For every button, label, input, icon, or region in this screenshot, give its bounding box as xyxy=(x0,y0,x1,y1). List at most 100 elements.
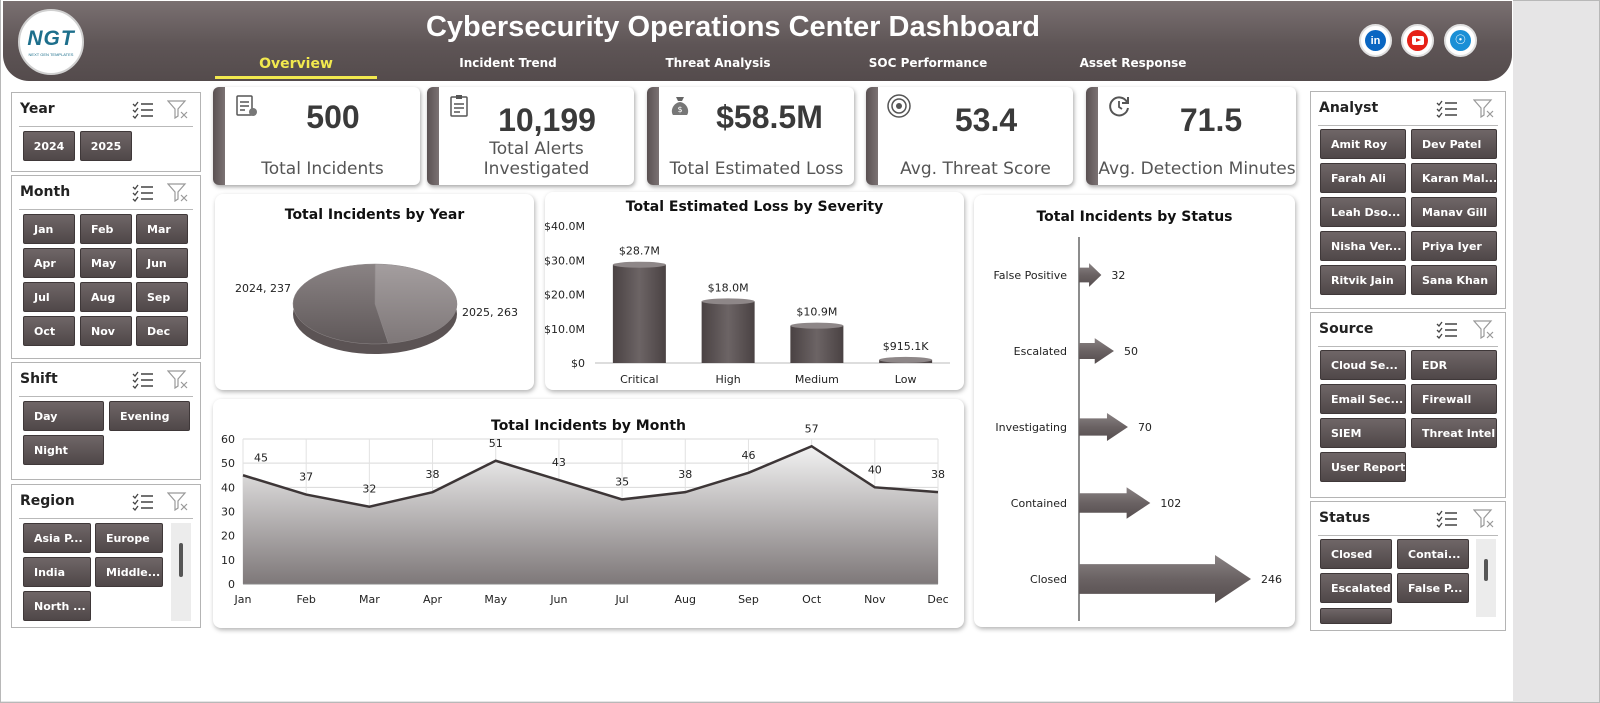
slicer-item-source[interactable]: Threat Intel xyxy=(1411,418,1497,448)
x-tick-label: Nov xyxy=(864,593,886,606)
clear-filter-icon[interactable] xyxy=(1473,319,1495,339)
tab-incident-trend[interactable]: Incident Trend xyxy=(459,56,557,70)
kpi-value: $58.5M xyxy=(716,99,823,135)
website-button[interactable]: ☉ xyxy=(1444,24,1477,57)
slicer-item-status[interactable]: False P... xyxy=(1397,573,1469,603)
youtube-button[interactable] xyxy=(1401,24,1434,57)
slicer-item-status[interactable]: Closed xyxy=(1320,539,1392,569)
point-data-label: 37 xyxy=(299,471,313,484)
scrollbar-thumb[interactable] xyxy=(179,543,183,577)
logo-subtext: NEXT GEN TEMPLATES xyxy=(28,52,74,57)
slicer-item-dec[interactable]: Dec xyxy=(136,316,188,346)
slicer-item-status-partial[interactable] xyxy=(1320,608,1392,624)
slicer-item-source[interactable]: Cloud Se... xyxy=(1320,350,1406,380)
pie-slice-2025 xyxy=(292,263,389,345)
status-scrollbar[interactable] xyxy=(1476,539,1496,617)
column-chart: $0 $10.0M $20.0M $30.0M $40.0M $28.7M Critical… xyxy=(545,220,950,386)
slicer-item-asia-pacific[interactable]: Asia P... xyxy=(23,523,91,553)
multi-select-icon[interactable] xyxy=(1436,321,1458,339)
slicer-item-analyst[interactable]: Sana Khan xyxy=(1411,265,1497,295)
x-tick-label: High xyxy=(715,373,740,386)
slicer-item-analyst[interactable]: Dev Patel xyxy=(1411,129,1497,159)
slicer-item-status[interactable]: Contai... xyxy=(1397,539,1469,569)
slicer-item-analyst[interactable]: Farah Ali xyxy=(1320,163,1406,193)
linkedin-button[interactable]: in xyxy=(1359,24,1392,57)
multi-select-icon[interactable] xyxy=(132,184,154,202)
slicer-item-evening[interactable]: Evening xyxy=(109,401,190,431)
x-tick-label: Jan xyxy=(234,593,252,606)
point-data-label: 46 xyxy=(741,449,755,462)
slicer-item-source[interactable]: EDR xyxy=(1411,350,1497,380)
multi-select-icon[interactable] xyxy=(132,101,154,119)
slicer-item-source[interactable]: User Report xyxy=(1320,452,1406,482)
report-icon xyxy=(236,95,257,116)
slicer-item-source[interactable]: SIEM xyxy=(1320,418,1406,448)
tab-soc-performance[interactable]: SOC Performance xyxy=(868,56,988,70)
slicer-title: Shift xyxy=(20,371,58,387)
clear-filter-icon[interactable] xyxy=(167,491,189,511)
slicer-item-india[interactable]: India xyxy=(23,557,91,587)
point-data-label: 32 xyxy=(362,483,376,496)
slicer-item-night[interactable]: Night xyxy=(23,435,104,465)
y-tick-label: 30 xyxy=(221,506,235,519)
slicer-item-aug[interactable]: Aug xyxy=(80,282,132,312)
clear-filter-icon[interactable] xyxy=(167,99,189,119)
logo-text: NGT xyxy=(27,27,75,50)
slicer-item-oct[interactable]: Oct xyxy=(23,316,75,346)
slicer-item-analyst[interactable]: Manav Gill xyxy=(1411,197,1497,227)
slicer-item-jan[interactable]: Jan xyxy=(23,214,75,244)
clear-filter-icon[interactable] xyxy=(167,369,189,389)
kpi-total-incidents: 500 Total Incidents xyxy=(213,87,420,185)
slicer-item-may[interactable]: May xyxy=(80,248,132,278)
bar-data-label: $18.0M xyxy=(708,281,749,294)
slicer-item-2025[interactable]: 2025 xyxy=(80,131,132,161)
multi-select-icon[interactable] xyxy=(1436,510,1458,528)
tab-asset-response[interactable]: Asset Response xyxy=(1079,56,1187,70)
slicer-item-mar[interactable]: Mar xyxy=(136,214,188,244)
clear-filter-icon[interactable] xyxy=(167,182,189,202)
slicer-item-day[interactable]: Day xyxy=(23,401,104,431)
kpi-value: 53.4 xyxy=(954,102,1018,138)
slicer-item-sep[interactable]: Sep xyxy=(136,282,188,312)
tab-overview[interactable]: Overview xyxy=(259,56,333,72)
slicer-item-analyst[interactable]: Ritvik Jain xyxy=(1320,265,1406,295)
slicer-item-analyst[interactable]: Priya Iyer xyxy=(1411,231,1497,261)
bar-cap xyxy=(612,261,666,268)
multi-select-icon[interactable] xyxy=(132,493,154,511)
slicer-item-jun[interactable]: Jun xyxy=(136,248,188,278)
multi-select-icon[interactable] xyxy=(132,371,154,389)
slicer-item-jul[interactable]: Jul xyxy=(23,282,75,312)
slicer-item-status[interactable]: Escalated xyxy=(1320,573,1392,603)
bar-cap xyxy=(701,298,755,305)
target-icon xyxy=(887,94,911,118)
tab-threat-analysis[interactable]: Threat Analysis xyxy=(665,56,771,70)
clear-filter-icon[interactable] xyxy=(1473,98,1495,118)
slicer-item-middle-east[interactable]: Middle... xyxy=(95,557,163,587)
bar-cap xyxy=(879,356,933,363)
kpi-label: Total Estimated Loss xyxy=(669,159,844,179)
slicer-item-analyst[interactable]: Amit Roy xyxy=(1320,129,1406,159)
area-chart: 0 10 20 30 40 50 60 45 Jan 37 Feb 32 Mar 38 Apr 51 May 43… xyxy=(221,422,949,606)
slicer-item-source[interactable]: Firewall xyxy=(1411,384,1497,414)
y-tick-label: 20 xyxy=(221,530,235,543)
slicer-item-analyst[interactable]: Nisha Ver... xyxy=(1320,231,1406,261)
slicer-title: Region xyxy=(20,493,75,509)
slicer-item-feb[interactable]: Feb xyxy=(80,214,132,244)
bar-data-label: 50 xyxy=(1124,345,1138,358)
slicer-item-2024[interactable]: 2024 xyxy=(23,131,75,161)
clear-filter-icon[interactable] xyxy=(1473,508,1495,528)
y-tick-label: 0 xyxy=(228,578,235,591)
slicer-item-nov[interactable]: Nov xyxy=(80,316,132,346)
x-tick-label: Dec xyxy=(927,593,948,606)
slicer-item-europe[interactable]: Europe xyxy=(95,523,163,553)
slicer-item-source[interactable]: Email Sec... xyxy=(1320,384,1406,414)
slicer-item-analyst[interactable]: Leah Dso... xyxy=(1320,197,1406,227)
slicer-title: Source xyxy=(1319,321,1374,337)
multi-select-icon[interactable] xyxy=(1436,100,1458,118)
slicer-item-analyst[interactable]: Karan Mal... xyxy=(1411,163,1497,193)
bar-data-label: 70 xyxy=(1138,421,1152,434)
region-scrollbar[interactable] xyxy=(171,523,191,621)
scrollbar-thumb[interactable] xyxy=(1484,559,1488,581)
slicer-item-north-america[interactable]: North ... xyxy=(23,591,91,621)
slicer-item-apr[interactable]: Apr xyxy=(23,248,75,278)
